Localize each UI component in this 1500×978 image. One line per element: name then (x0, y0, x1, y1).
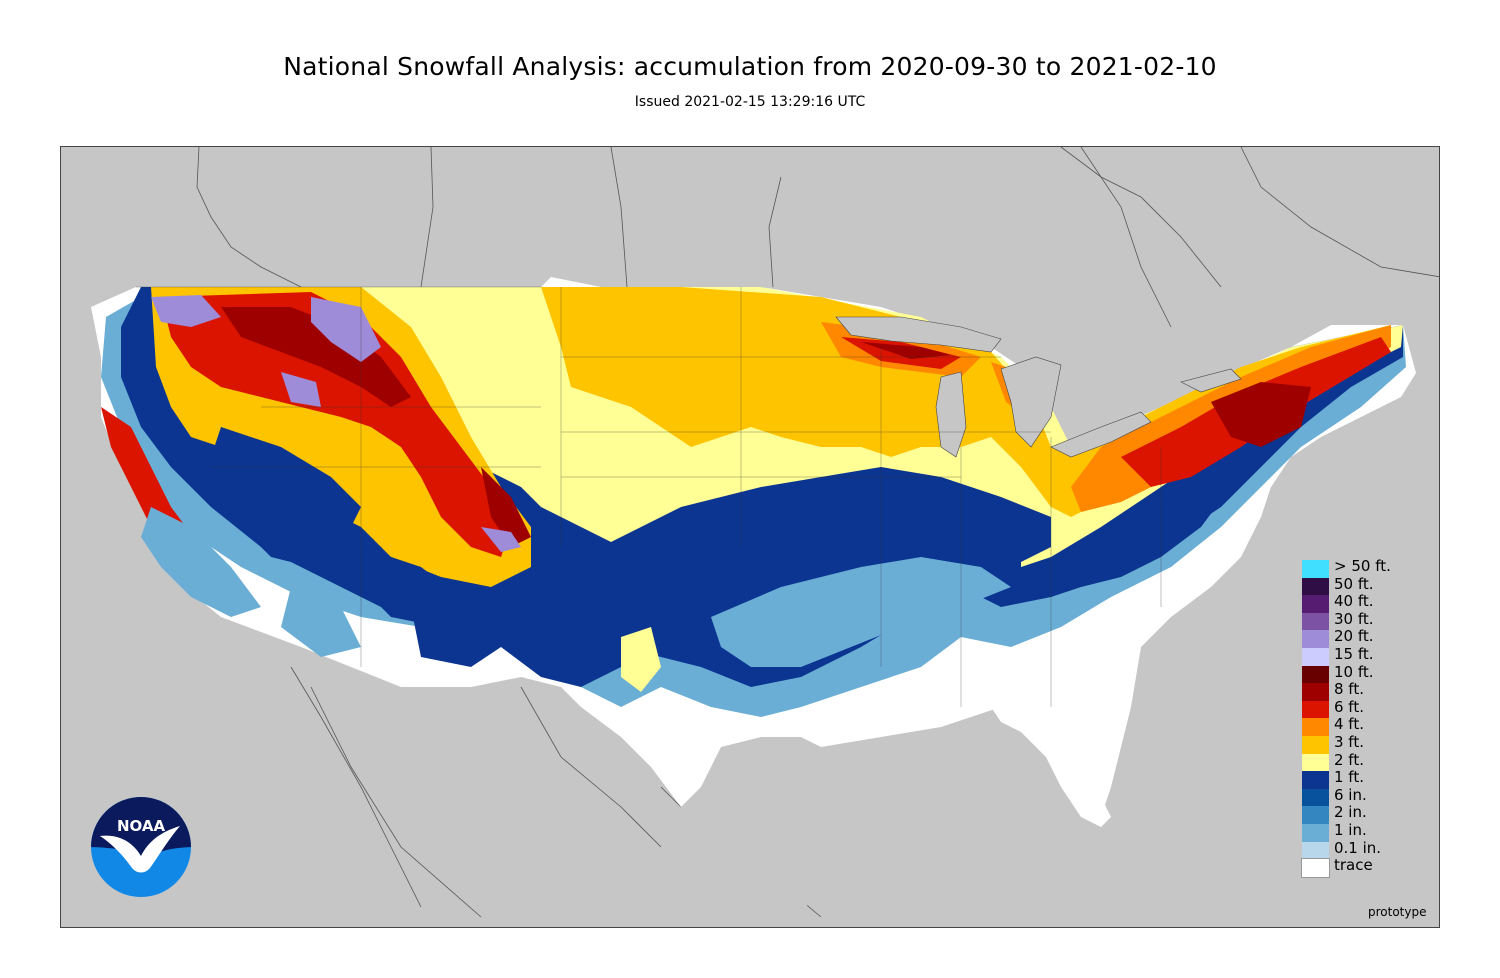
map-title: National Snowfall Analysis: accumulation… (283, 52, 1217, 81)
snow-band-texas-yellow (621, 627, 661, 692)
legend-swatch (1302, 753, 1329, 772)
legend-swatch (1302, 560, 1329, 578)
map-subtitle: Issued 2021-02-15 13:29:16 UTC (634, 94, 866, 110)
snow-band-west-blue (121, 327, 501, 667)
legend-label: 3 ft. (1334, 732, 1364, 751)
legend-label: 1 ft. (1334, 768, 1364, 787)
legend-swatch (1302, 718, 1329, 736)
snow-band-west-15ft (151, 295, 521, 552)
legend-swatch (1302, 577, 1329, 596)
noaa-logo-icon: NOAA (91, 797, 191, 897)
legend-swatch (1302, 683, 1329, 701)
legend-label: 6 ft. (1334, 697, 1364, 716)
snow-band-midatlantic (1021, 477, 1231, 597)
legend-swatch (1302, 806, 1329, 824)
legend-swatch (1301, 858, 1330, 878)
legend-label: 2 in. (1334, 803, 1367, 822)
legend-swatch (1302, 735, 1329, 754)
snow-band-3-4ft (541, 287, 1391, 517)
gulf-of-mexico (681, 707, 1101, 907)
legend-swatch (1302, 841, 1329, 860)
legend-label: 6 in. (1334, 785, 1367, 804)
noaa-logo-text: NOAA (117, 817, 166, 835)
snow-band-west-red (101, 292, 511, 587)
prototype-watermark: prototype (1368, 905, 1427, 919)
snow-band-sw-light (141, 507, 361, 657)
legend-swatch (1302, 665, 1329, 684)
legend-swatch (1302, 788, 1329, 807)
snow-band-4ft (821, 322, 1391, 512)
snow-band-8ft-ne (861, 342, 1311, 447)
legend-label: 2 ft. (1334, 750, 1364, 769)
legend-label: 40 ft. (1334, 592, 1374, 611)
legend-label: > 50 ft. (1334, 557, 1391, 575)
legend-swatch (1302, 823, 1329, 842)
legend-swatch (1302, 700, 1329, 719)
legend-swatch (1302, 612, 1329, 631)
legend-swatch (1302, 595, 1329, 613)
legend-label: 4 ft. (1334, 715, 1364, 734)
state-lines (136, 286, 1162, 707)
snow-band-south-light (711, 557, 1011, 667)
legend-swatch (1302, 630, 1329, 648)
legend-label: 15 ft. (1334, 644, 1374, 663)
legend-label: 1 in. (1334, 820, 1367, 839)
snow-band-south-blue (561, 467, 1051, 667)
snowfall-map (60, 146, 1440, 928)
legend-label: 20 ft. (1334, 627, 1374, 646)
legend-label: trace (1334, 856, 1373, 875)
florida (991, 707, 1111, 827)
legend-label: 10 ft. (1334, 662, 1374, 681)
noaa-logo: NOAA (90, 796, 192, 898)
snow-band-west-8ft (221, 307, 531, 547)
legend-swatch (1302, 771, 1329, 789)
great-lakes (835, 316, 1242, 458)
legend-label: 50 ft. (1334, 574, 1374, 593)
legend-label: 30 ft. (1334, 609, 1374, 628)
legend-label: 0.1 in. (1334, 838, 1382, 857)
legend-swatch (1302, 647, 1329, 666)
legend-label: 8 ft. (1334, 680, 1364, 699)
map-canvas (91, 147, 1439, 918)
